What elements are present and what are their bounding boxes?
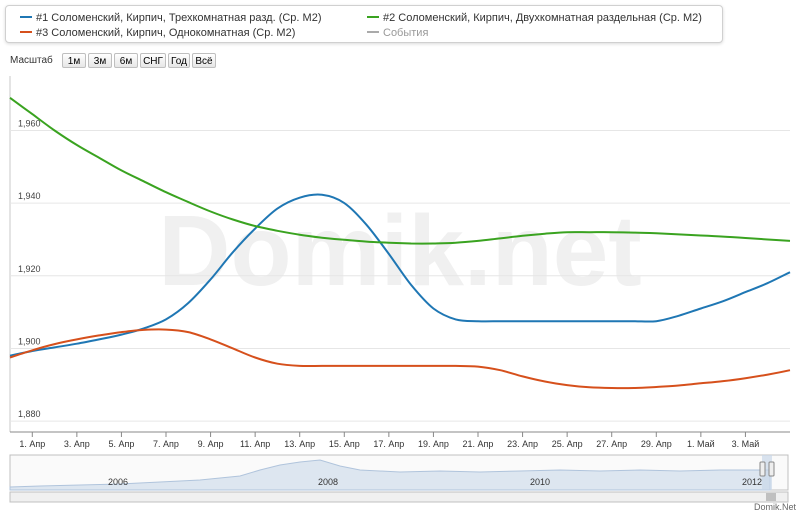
zoom-button-cis[interactable]: СНГ (140, 53, 166, 68)
navigator-year-label: 2012 (742, 477, 762, 487)
x-tick-label: 17. Апр (373, 439, 404, 449)
legend-swatch (20, 16, 32, 19)
y-tick-label: 1,960 (18, 118, 41, 128)
legend-swatch (367, 16, 379, 19)
navigator-area (9, 459, 771, 491)
series-line-2[interactable] (9, 96, 791, 245)
x-tick-label: 3. Май (732, 439, 760, 449)
legend: #1 Соломенский, Кирпич, Трехкомнатная ра… (5, 5, 723, 43)
x-tick-label: 5. Апр (108, 439, 134, 449)
legend-item-series-2[interactable]: #2 Соломенский, Кирпич, Двухкомнатная ра… (367, 11, 702, 25)
navigator-scrollbar[interactable] (9, 491, 789, 503)
navigator-handle-right[interactable] (768, 461, 775, 477)
x-tick-label: 9. Апр (198, 439, 224, 449)
zoom-button-year[interactable]: Год (168, 53, 190, 68)
x-tick-label: 25. Апр (552, 439, 583, 449)
x-tick-label: 11. Апр (240, 439, 270, 449)
zoom-button-3m[interactable]: 3м (88, 53, 112, 68)
zoom-button-all[interactable]: Всё (192, 53, 216, 68)
navigator-scrollbar-thumb[interactable] (766, 493, 776, 501)
x-axis: 1. Апр 3. Апр 5. Апр 7. Апр 9. Апр 11. Апр 13.… (19, 432, 759, 449)
watermark: Domik.net (158, 195, 641, 307)
legend-item-series-3[interactable]: #3 Соломенский, Кирпич, Однокомнатная (С… (20, 26, 295, 40)
navigator-year-label: 2008 (318, 477, 338, 487)
zoom-button-6m[interactable]: 6м (114, 53, 138, 68)
x-tick-label: 3. Апр (64, 439, 90, 449)
x-tick-label: 1. Апр (19, 439, 45, 449)
zoom-button-1m[interactable]: 1м (62, 53, 86, 68)
x-tick-label: 21. Апр (463, 439, 494, 449)
x-tick-label: 27. Апр (596, 439, 627, 449)
zoom-label: Масштаб (10, 55, 53, 66)
grid (10, 129, 790, 422)
y-tick-label: 1,920 (18, 264, 41, 274)
y-tick-label: 1,940 (18, 191, 41, 201)
legend-item-series-1[interactable]: #1 Соломенский, Кирпич, Трехкомнатная ра… (20, 11, 321, 25)
x-tick-label: 29. Апр (641, 439, 672, 449)
series-group (9, 96, 791, 390)
legend-swatch (20, 31, 32, 34)
navigator[interactable]: 2006 2008 2010 2012 (9, 454, 789, 503)
y-tick-label: 1,900 (18, 336, 41, 346)
x-tick-label: 1. Май (687, 439, 715, 449)
y-axis: 1,880 1,900 1,920 1,940 1,960 (18, 118, 41, 419)
x-tick-label: 13. Апр (284, 439, 315, 449)
y-tick-label: 1,880 (18, 409, 41, 419)
credit-link[interactable]: Domik.Net (753, 502, 796, 512)
x-tick-label: 19. Апр (418, 439, 449, 449)
navigator-selection[interactable] (762, 455, 772, 490)
legend-label: #1 Соломенский, Кирпич, Трехкомнатная ра… (36, 12, 322, 24)
legend-label: #3 Соломенский, Кирпич, Однокомнатная (С… (36, 27, 296, 39)
navigator-year-label: 2006 (108, 477, 128, 487)
navigator-year-label: 2010 (530, 477, 550, 487)
legend-item-events[interactable]: События (367, 26, 428, 40)
legend-label: #2 Соломенский, Кирпич, Двухкомнатная ра… (383, 12, 702, 24)
legend-label: События (383, 27, 429, 39)
x-tick-label: 15. Апр (329, 439, 360, 449)
series-line-3[interactable] (9, 328, 791, 390)
navigator-handle-left[interactable] (759, 461, 766, 477)
x-tick-label: 23. Апр (507, 439, 538, 449)
x-tick-label: 7. Апр (153, 439, 179, 449)
legend-swatch (367, 31, 379, 34)
